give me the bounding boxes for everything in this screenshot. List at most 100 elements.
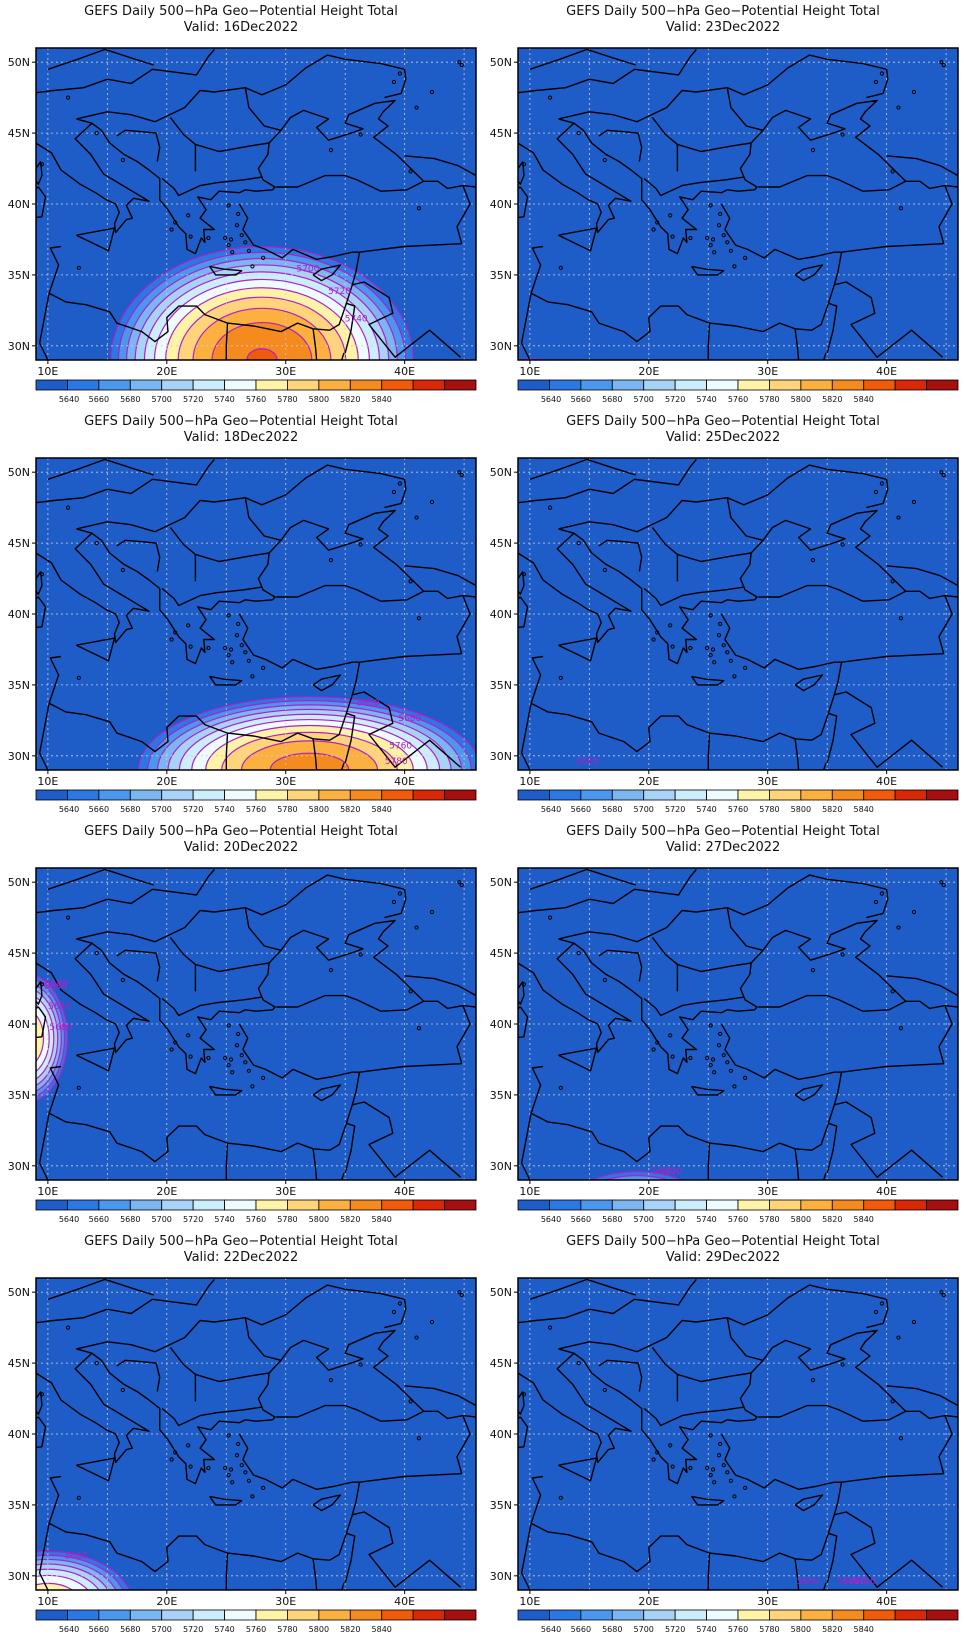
island (725, 1470, 730, 1475)
colorbar-label: 5740 (696, 1625, 716, 1634)
colorbar-label: 5800 (309, 1625, 329, 1634)
colorbar-swatch (674, 1609, 707, 1621)
coastline (841, 243, 944, 253)
colorbar-swatch (863, 789, 896, 801)
island (712, 660, 717, 665)
coastline (244, 87, 282, 131)
island (328, 558, 334, 563)
coastlines (36, 48, 476, 360)
coastline (209, 1085, 243, 1096)
coastline (598, 129, 643, 162)
island (668, 1033, 673, 1038)
coastline (558, 1047, 598, 1072)
height-field: 5660 (518, 458, 958, 770)
coastline (518, 596, 529, 629)
colorbar-swatch (35, 379, 68, 391)
island (239, 233, 244, 238)
lon-label: 40E (876, 365, 897, 378)
lon-label: 10E (37, 775, 58, 788)
island (246, 248, 251, 253)
lon-label: 10E (37, 1185, 58, 1198)
coastline (530, 1433, 843, 1573)
contour-line (482, 373, 597, 410)
colorbar-swatch (863, 1199, 896, 1211)
island (840, 542, 845, 547)
coastline (116, 539, 161, 572)
coastline (352, 691, 461, 768)
colorbar-swatch (800, 379, 833, 391)
colorbar-swatch (255, 1609, 288, 1621)
coastline (312, 674, 342, 692)
colorbar-swatch (381, 789, 414, 801)
island (602, 977, 607, 983)
contour-label: 5680 (837, 1577, 860, 1587)
height-field: 5660 5680 5760 5780 (36, 458, 476, 770)
island (911, 89, 917, 95)
colorbar-label: 5700 (634, 395, 654, 404)
colorbar-swatch (643, 1199, 676, 1211)
island (397, 481, 402, 486)
colorbar-label: 5680 (120, 395, 140, 404)
island (416, 1026, 422, 1031)
coastline (598, 1359, 643, 1392)
island (186, 1033, 191, 1038)
contour-line (177, 296, 347, 360)
coastline (423, 1410, 476, 1420)
island (459, 62, 464, 68)
island (941, 1292, 946, 1298)
island (186, 1443, 191, 1448)
contour-line (165, 287, 359, 360)
colorbar-label: 5740 (214, 805, 234, 814)
colorbar-swatch (224, 379, 257, 391)
island (941, 472, 946, 478)
lat-label: 40N (490, 1428, 512, 1441)
coastline (195, 142, 270, 153)
contour-label: 5720 (843, 1577, 866, 1587)
coastline (518, 1391, 525, 1415)
colorbar-label: 5760 (728, 805, 748, 814)
colorbar-label: 5700 (634, 1625, 654, 1634)
island (708, 653, 713, 658)
colorbar-swatch (98, 789, 131, 801)
island (670, 644, 675, 649)
colorbar-label: 5820 (340, 1215, 360, 1224)
colorbar-swatch (674, 789, 707, 801)
colorbar-swatch (192, 379, 225, 391)
contour-line (603, 1175, 671, 1180)
island (710, 1057, 716, 1062)
coastline (76, 874, 407, 943)
coastline (726, 907, 764, 951)
coastline (677, 142, 752, 153)
colorbar-swatch (643, 379, 676, 391)
colorbar-swatch (161, 789, 194, 801)
colorbar-swatch (580, 789, 613, 801)
island (939, 880, 944, 885)
lat-label: 40N (490, 198, 512, 211)
island (602, 567, 607, 573)
colorbar-label: 5760 (246, 805, 266, 814)
colorbar-swatch (192, 789, 225, 801)
island (879, 891, 884, 896)
island (602, 1387, 607, 1393)
colorbar-label: 5820 (822, 395, 842, 404)
coastline (518, 48, 697, 94)
island (521, 162, 527, 167)
island (226, 1023, 231, 1028)
coastline (707, 1143, 711, 1180)
colorbar-swatch (35, 789, 68, 801)
coastline (161, 1406, 263, 1427)
lon-label: 40E (876, 1185, 897, 1198)
coastline (76, 464, 407, 533)
colorbar: 5640 5660 5680 5700 5720 5740 5760 5780 5800 5820… (35, 1609, 477, 1634)
island (416, 206, 422, 211)
coastline (558, 227, 598, 252)
coastline (36, 48, 215, 94)
coastline (518, 458, 697, 504)
island (873, 79, 879, 85)
island (576, 950, 581, 956)
colorbar-swatch (412, 1199, 445, 1211)
lat-label: 50N (490, 876, 512, 889)
island (246, 1068, 251, 1073)
island (728, 1068, 733, 1073)
coastline (518, 938, 632, 1054)
